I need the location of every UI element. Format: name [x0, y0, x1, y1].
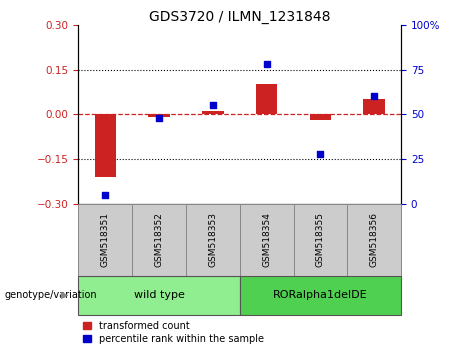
Bar — [240, 275, 401, 315]
Text: GSM518356: GSM518356 — [370, 212, 378, 267]
Text: genotype/variation: genotype/variation — [5, 290, 97, 300]
Bar — [310, 114, 331, 120]
Text: GSM518354: GSM518354 — [262, 212, 271, 267]
Bar — [363, 99, 385, 114]
Point — [263, 61, 270, 67]
Bar — [294, 204, 347, 275]
Text: RORalpha1delDE: RORalpha1delDE — [273, 290, 368, 300]
Text: wild type: wild type — [134, 290, 184, 300]
Bar — [78, 204, 132, 275]
Text: GSM518355: GSM518355 — [316, 212, 325, 267]
Bar — [186, 204, 240, 275]
Bar — [347, 204, 401, 275]
Bar — [148, 114, 170, 117]
Text: ▶: ▶ — [61, 290, 68, 300]
Point — [317, 151, 324, 156]
Point — [209, 103, 217, 108]
Text: GSM518353: GSM518353 — [208, 212, 217, 267]
Bar — [202, 112, 224, 114]
Text: GSM518351: GSM518351 — [101, 212, 110, 267]
Bar — [132, 204, 186, 275]
Legend: transformed count, percentile rank within the sample: transformed count, percentile rank withi… — [83, 321, 264, 344]
Text: GSM518352: GSM518352 — [154, 212, 164, 267]
Bar — [78, 275, 240, 315]
Point — [101, 192, 109, 198]
Title: GDS3720 / ILMN_1231848: GDS3720 / ILMN_1231848 — [149, 10, 331, 24]
Bar — [95, 114, 116, 177]
Bar — [240, 204, 294, 275]
Bar — [256, 85, 278, 114]
Point — [371, 93, 378, 99]
Point — [155, 115, 163, 121]
